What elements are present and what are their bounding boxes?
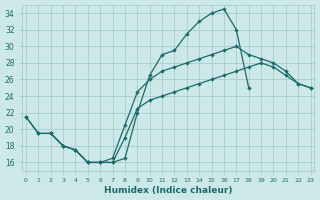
X-axis label: Humidex (Indice chaleur): Humidex (Indice chaleur) [104,186,233,195]
